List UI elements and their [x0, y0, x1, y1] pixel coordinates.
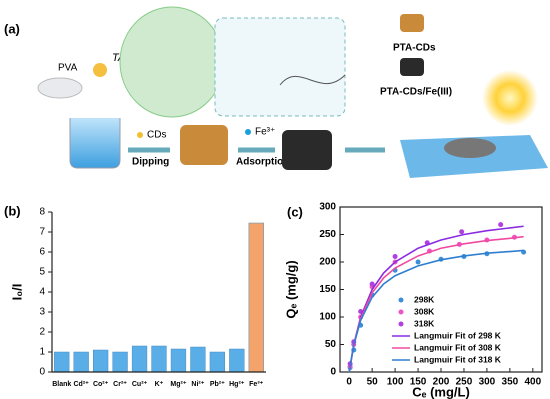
complex-box [214, 17, 346, 117]
y-tick-label: 3 [39, 307, 45, 318]
fe-dot [245, 129, 251, 135]
y-tick-label: 5 [39, 267, 45, 278]
cds-label: CDs [147, 130, 166, 141]
y-tick-label: 2 [39, 327, 45, 338]
x-tick-label: Cd²⁺ [74, 381, 90, 388]
bar [170, 348, 187, 373]
y-tick-label: 50 [325, 339, 337, 350]
adsorption-label: Adsorption [236, 157, 289, 168]
y-tick-label: 1 [39, 347, 45, 358]
y-tick-label: 200 [319, 257, 336, 268]
bar [229, 348, 245, 373]
x-tick-label: 300 [479, 377, 496, 388]
data-point [415, 259, 421, 265]
y-tick-label: 6 [39, 247, 45, 258]
x-tick-label: Blank [52, 381, 71, 388]
legend-label: 318K [414, 318, 435, 328]
fe-label: Fe³⁺ [255, 127, 275, 138]
legend-label: 308K [414, 306, 435, 316]
legend-disc [400, 14, 424, 32]
x-tick-label: Fe³⁺ [249, 381, 264, 388]
legend-label: Langmuir Fit of 308 K [414, 342, 502, 352]
data-point [369, 281, 375, 287]
bar [190, 346, 206, 373]
bar [248, 222, 264, 373]
y-tick-label: 100 [319, 312, 336, 323]
y-tick-label: 150 [319, 284, 336, 295]
sun [482, 70, 538, 126]
x-tick-label: 50 [367, 377, 379, 388]
x-tick-label: K⁺ [155, 381, 164, 388]
panel-label: (b) [4, 203, 21, 218]
cds-dot [137, 132, 143, 138]
legend-marker [398, 321, 404, 327]
fit-line [348, 249, 524, 373]
x-tick-label: Hg²⁺ [229, 381, 245, 388]
pva-label: PVA [58, 63, 78, 74]
x-tick-label: 0 [346, 377, 352, 388]
bar [209, 351, 226, 373]
evaporator [444, 138, 496, 158]
y-tick-label: 4 [39, 287, 45, 298]
x-tick-label: Ni²⁺ [191, 381, 204, 388]
x-tick-label: 250 [456, 377, 473, 388]
ta-molecule [93, 63, 107, 77]
data-point [498, 222, 504, 228]
legend-disc [400, 58, 424, 76]
plot-frame [339, 206, 543, 373]
y-tick-label: 8 [39, 207, 45, 218]
x-axis-label: Cₑ (mg/L) [412, 384, 470, 399]
panel-label: (a) [4, 21, 20, 36]
bar [112, 351, 128, 373]
beaker [69, 118, 121, 169]
data-point [392, 254, 398, 259]
bar [54, 351, 70, 373]
scheme: (a) PVA TA CDs Dipping Fe³⁺ Adsorption P… [4, 6, 548, 178]
x-tick-label: Cu²⁺ [132, 381, 148, 388]
bar [131, 345, 148, 373]
legend-label: Langmuir Fit of 298 K [414, 330, 502, 340]
x-tick-label: 150 [410, 377, 427, 388]
product-label: PTA-CDs [393, 43, 436, 54]
y-axis-label: I₀/I [9, 284, 24, 301]
bar [151, 345, 167, 373]
pva-powder [37, 77, 83, 99]
pta-cds-fe-disc [282, 130, 332, 170]
axes [51, 212, 266, 373]
bar [92, 349, 109, 373]
y-tick-label: 7 [39, 227, 45, 238]
x-tick-label: Pb²⁺ [210, 381, 225, 388]
y-axis-label: Qₑ (mg/g) [283, 260, 298, 318]
x-tick-label: 400 [524, 377, 541, 388]
polymer-chain [279, 74, 346, 86]
y-tick-label: 0 [39, 367, 45, 378]
legend-marker [398, 297, 404, 303]
pta-cds-disc [180, 125, 228, 165]
panel-label: (c) [287, 204, 303, 219]
legend-label: 298K [414, 294, 435, 304]
ta-structure [119, 6, 225, 118]
legend-marker [398, 309, 404, 315]
x-tick-label: Co²⁺ [93, 381, 109, 388]
x-tick-label: 100 [387, 377, 404, 388]
x-tick-label: Cr²⁺ [113, 381, 127, 388]
y-tick-label: 250 [319, 229, 336, 240]
legend-label: Langmuir Fit of 318 K [414, 354, 502, 364]
bar [73, 351, 89, 373]
y-tick-label: 300 [319, 202, 336, 213]
x-tick-label: 200 [433, 377, 450, 388]
dipping-label: Dipping [132, 157, 169, 168]
product-label: PTA-CDs/Fe(III) [380, 87, 452, 98]
y-tick-label: 0 [330, 367, 336, 378]
x-tick-label: Mg²⁺ [170, 381, 186, 388]
x-tick-label: 350 [502, 377, 519, 388]
data-point [459, 229, 465, 235]
